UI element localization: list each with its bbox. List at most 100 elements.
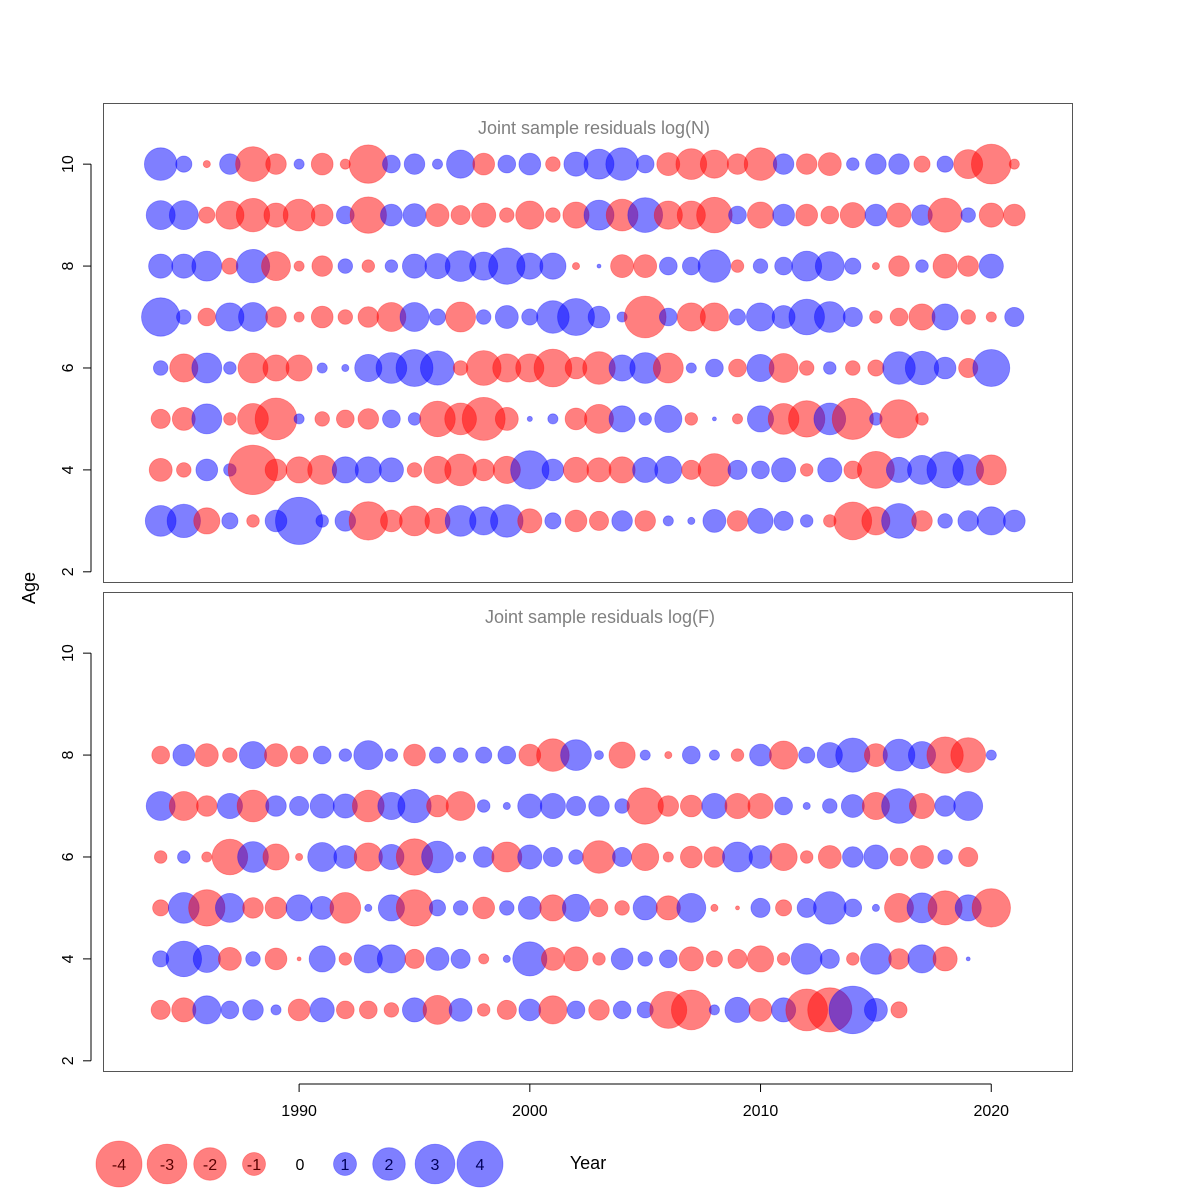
residual-bubble	[915, 412, 929, 426]
y-tick-label: 2	[60, 1056, 77, 1065]
residual-bubble	[425, 947, 450, 971]
residual-bubble	[564, 509, 588, 533]
residual-bubble	[658, 949, 678, 969]
residual-bubble	[560, 739, 592, 771]
residual-bubble	[544, 512, 562, 530]
residual-bubble	[445, 301, 477, 333]
x-tick-label: 2020	[973, 1103, 1009, 1120]
residual-bubble	[839, 202, 866, 229]
residual-bubble	[497, 745, 517, 765]
residual-bubble	[270, 1004, 282, 1016]
residual-bubble	[614, 900, 630, 916]
residual-bubble	[746, 302, 776, 332]
residual-bubble	[497, 154, 517, 174]
residual-bubble	[425, 203, 450, 228]
residual-bubble	[937, 849, 953, 865]
residual-bubble	[421, 840, 454, 874]
residual-bubble	[476, 309, 492, 325]
residual-bubble	[639, 749, 651, 761]
size-legend: -4 -3 -2 -1 0 1 2 3 4	[95, 1140, 504, 1188]
residual-bubble	[496, 999, 517, 1020]
residual-bubble	[881, 503, 917, 539]
residual-bubble	[712, 416, 717, 422]
legend-label: 3	[431, 1157, 440, 1174]
residual-bubble	[309, 793, 335, 819]
residual-bubble	[605, 147, 639, 181]
residual-bubble	[813, 891, 847, 925]
residual-bubble	[978, 202, 1004, 228]
residual-bubble	[384, 748, 399, 762]
residual-bubble	[670, 989, 712, 1031]
legend-label: 1	[341, 1157, 350, 1174]
residual-bubble	[265, 153, 287, 175]
residual-bubble	[985, 311, 997, 323]
residual-bubble	[309, 997, 335, 1023]
bubble-layer	[141, 143, 1026, 545]
x-tick-label: 2010	[743, 1103, 779, 1120]
residual-bubble	[932, 946, 958, 972]
residual-bubble	[705, 358, 724, 378]
residual-bubble	[747, 945, 775, 973]
residual-bubble	[730, 748, 745, 762]
residual-bubble	[472, 458, 496, 482]
residual-bubble	[428, 899, 446, 917]
residual-bubble	[654, 455, 683, 484]
residual-bubble	[799, 360, 815, 376]
residual-bubble	[361, 259, 376, 273]
residual-bubble	[401, 253, 427, 279]
residual-bubble	[612, 847, 633, 868]
residual-bubble	[823, 361, 837, 375]
residual-bubble	[845, 360, 861, 376]
residual-bubble	[198, 206, 216, 224]
residual-bubble	[633, 254, 658, 279]
legend-label: -2	[203, 1157, 217, 1174]
residual-bubble	[521, 308, 539, 326]
residual-bubble	[864, 998, 888, 1022]
legend-bubble	[146, 1143, 188, 1185]
y-tick-label: 4	[60, 465, 77, 474]
residual-bubble	[153, 850, 168, 864]
residual-bubble	[195, 458, 219, 482]
residual-bubble	[727, 948, 748, 969]
residual-bubble	[285, 894, 313, 922]
residual-bubble	[380, 509, 403, 533]
residual-bubble	[568, 849, 584, 865]
residual-bubble	[333, 845, 358, 869]
residual-bubble	[176, 462, 192, 478]
legend-bubble	[414, 1143, 456, 1185]
residual-bubble	[235, 146, 271, 182]
residual-bubble	[338, 952, 353, 966]
residual-bubble	[264, 947, 288, 971]
residual-bubble	[790, 943, 823, 975]
residual-bubble	[403, 153, 426, 175]
residual-bubble	[402, 203, 427, 228]
residual-bubble	[238, 741, 267, 770]
residual-bubble	[310, 203, 334, 227]
residual-bubble	[817, 457, 843, 483]
residual-bubble	[358, 1000, 378, 1020]
residual-bubble	[735, 905, 740, 911]
residual-bubble	[472, 152, 496, 176]
residual-bubble	[610, 254, 634, 279]
residual-bubble	[800, 514, 814, 528]
residual-bubble	[1002, 203, 1026, 227]
residual-bubble	[728, 205, 747, 225]
residual-bubble	[927, 197, 963, 233]
residual-bubble	[774, 796, 793, 816]
legend-label: -3	[160, 1157, 174, 1174]
residual-bubble	[171, 997, 197, 1023]
residual-bubble	[1004, 306, 1025, 327]
residual-bubble	[220, 1000, 240, 1020]
residual-bubble	[563, 456, 590, 483]
residual-bubble	[150, 408, 171, 429]
residual-bubble	[307, 842, 338, 872]
residual-bubble	[562, 893, 591, 922]
residual-bubble	[820, 205, 840, 225]
residual-bubble	[886, 202, 912, 228]
residual-bubble	[869, 310, 883, 324]
residual-bubble	[822, 798, 838, 814]
residual-bubble	[722, 841, 753, 873]
residual-bubble	[840, 794, 865, 818]
y-axis: 2 4 6 8 10	[60, 155, 92, 576]
residual-bubble	[1008, 158, 1020, 170]
